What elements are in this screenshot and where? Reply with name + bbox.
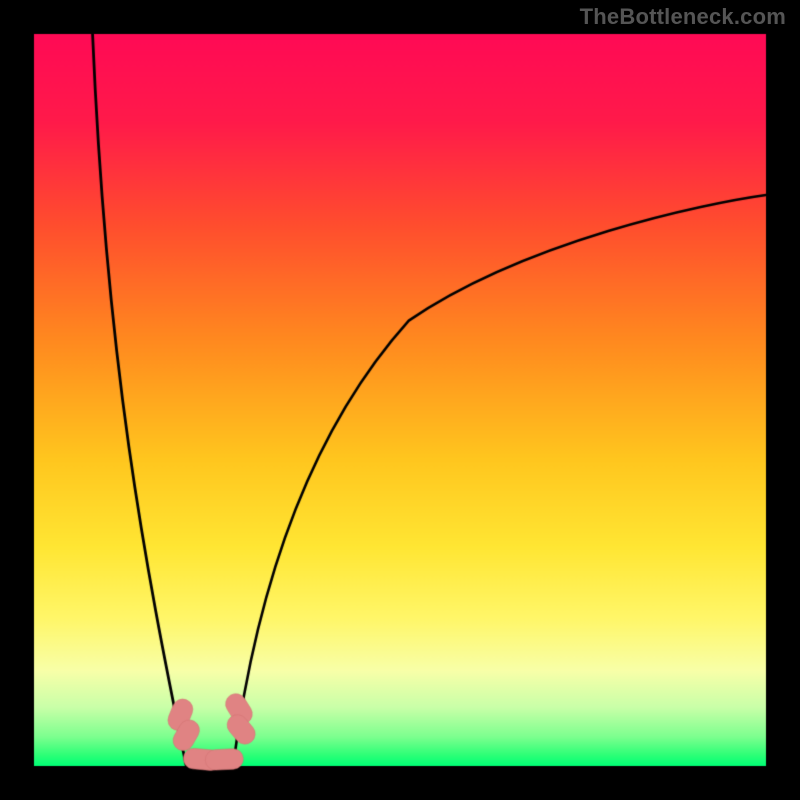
chart-root: TheBottleneck.com <box>0 0 800 800</box>
datapoint-markers <box>0 0 800 800</box>
